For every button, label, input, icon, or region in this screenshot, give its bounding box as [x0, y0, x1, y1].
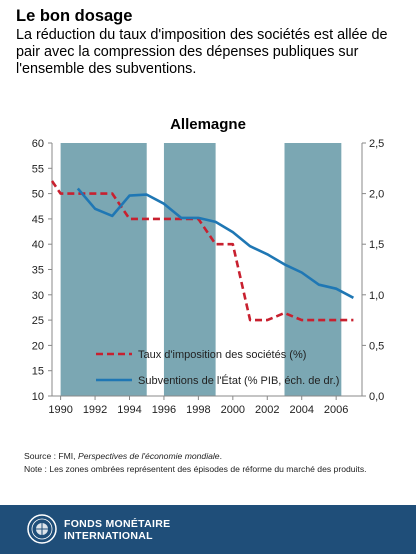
footer: FONDS MONÉTAIRE INTERNATIONAL — [0, 505, 416, 554]
chart-title: Allemagne — [170, 116, 246, 133]
page-title: Le bon dosage — [16, 7, 133, 25]
source-prefix: Source : FMI, — [24, 451, 78, 461]
right-tick-label: 2,0 — [369, 189, 384, 201]
x-tick-label: 1992 — [83, 404, 107, 416]
left-tick-label: 20 — [32, 340, 44, 352]
org-name-line2: INTERNATIONAL — [64, 530, 153, 542]
x-tick-label: 1994 — [117, 404, 141, 416]
x-tick-label: 2006 — [324, 404, 348, 416]
notes: Source : FMI, Perspectives de l'économie… — [24, 450, 408, 475]
source-title: Perspectives de l'économie mondiale — [77, 451, 220, 461]
legend-label-1: Subventions de l'État (% PIB, éch. de dr… — [138, 374, 339, 387]
legend-label-0: Taux d'imposition des sociétés (%) — [138, 349, 306, 361]
left-tick-label: 50 — [32, 189, 44, 201]
org-name-line1: FONDS MONÉTAIRE — [64, 518, 171, 530]
right-tick-label: 2,5 — [369, 138, 384, 150]
left-tick-label: 10 — [32, 391, 44, 403]
left-tick-label: 60 — [32, 138, 44, 150]
x-tick-label: 2004 — [289, 404, 313, 416]
shaded-periods — [60, 143, 342, 396]
shading-note: Note : Les zones ombrées représentent de… — [24, 463, 367, 474]
series-lines — [50, 180, 355, 322]
shaded-period-1 — [163, 143, 216, 396]
x-tick-label: 1990 — [48, 404, 72, 416]
left-tick-label: 45 — [32, 214, 44, 226]
left-tick-label: 35 — [32, 265, 44, 277]
axes: 10 15 20 25 30 35 40 45 50 55 60 0,0 0,5 1,0 1,5 2,0 2,5… — [32, 138, 385, 416]
x-tick-label: 2000 — [221, 404, 245, 416]
header: Le bon dosage La réduction du taux d'imp… — [16, 6, 408, 79]
source-note: Source : FMI, Perspectives de l'économie… — [24, 450, 408, 463]
x-tick-label: 1996 — [152, 404, 176, 416]
left-tick-label: 25 — [32, 315, 44, 327]
right-tick-label: 1,5 — [369, 239, 384, 251]
right-tick-label: 0,0 — [369, 391, 384, 403]
right-tick-label: 0,5 — [369, 340, 384, 352]
source-suffix: . — [219, 451, 222, 461]
page-subtitle: La réduction du taux d'imposition des so… — [16, 27, 388, 78]
right-tick-label: 1,0 — [369, 290, 384, 302]
left-tick-label: 30 — [32, 290, 44, 302]
left-tick-label: 55 — [32, 163, 44, 175]
x-tick-label: 1998 — [186, 404, 210, 416]
x-tick-label: 2002 — [255, 404, 279, 416]
legend: Taux d'imposition des sociétés (%) Subven… — [96, 349, 339, 387]
org-name: FONDS MONÉTAIRE INTERNATIONAL — [64, 518, 170, 542]
shaded-period-0 — [60, 143, 147, 396]
left-tick-label: 15 — [32, 366, 44, 378]
left-tick-label: 40 — [32, 239, 44, 251]
series-line-1 — [76, 187, 355, 299]
chart: Allemagne 10 15 20 25 30 35 40 45 50 55 60 0,0 0,5 1,… — [32, 116, 385, 416]
imf-seal-icon — [27, 514, 57, 544]
